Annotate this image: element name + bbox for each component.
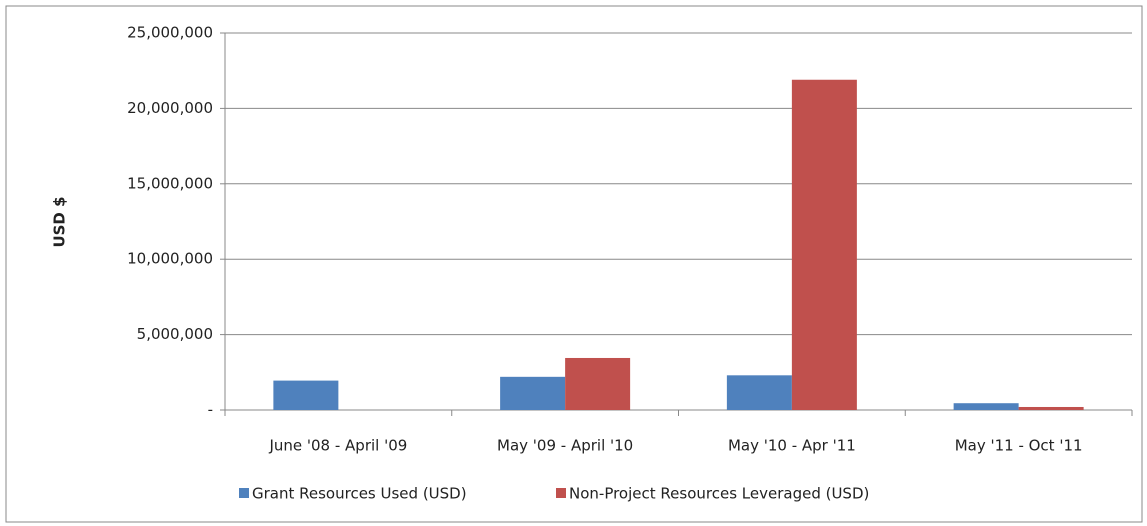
y-tick-label: 5,000,000 [137, 325, 213, 343]
bar [565, 357, 631, 410]
y-tick-label: 20,000,000 [127, 99, 213, 117]
bar [791, 79, 857, 411]
bar [953, 403, 1019, 410]
legend-swatch [239, 488, 249, 498]
y-tick-label: - [208, 401, 213, 419]
bar [726, 375, 792, 410]
y-axis-label: USD $ [51, 196, 69, 247]
x-tick-label: May '10 - Apr '11 [728, 437, 856, 455]
x-tick-label: June '08 - April '09 [268, 437, 407, 455]
legend-label: Non-Project Resources Leveraged (USD) [569, 485, 869, 503]
bar [1018, 406, 1084, 410]
y-tick-label: 15,000,000 [127, 174, 213, 192]
y-tick-label: 25,000,000 [127, 24, 213, 42]
chart-border [5, 5, 1143, 523]
bar [500, 376, 566, 410]
x-tick-label: May '11 - Oct '11 [955, 437, 1083, 455]
x-tick-label: May '09 - April '10 [497, 437, 633, 455]
legend-label: Grant Resources Used (USD) [252, 485, 467, 503]
legend-swatch [556, 488, 566, 498]
bar [273, 380, 339, 410]
y-tick-label: 10,000,000 [127, 250, 213, 268]
